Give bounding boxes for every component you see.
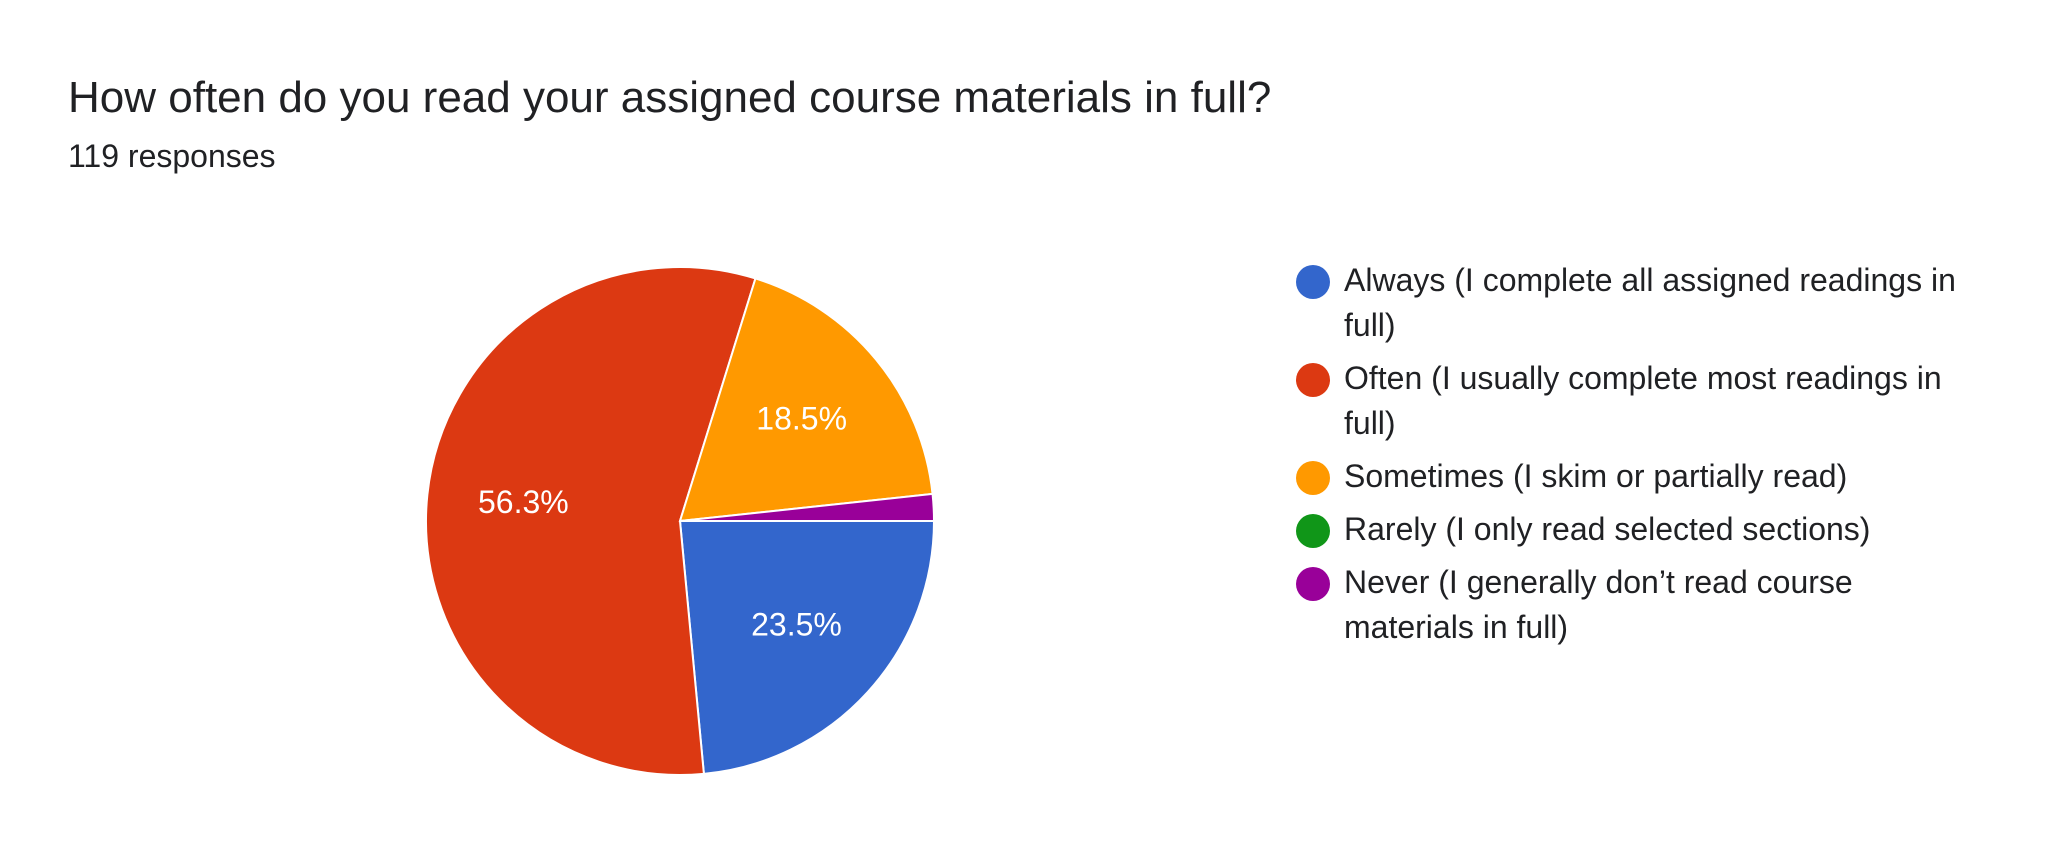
pie-slice-never[interactable] <box>679 492 936 522</box>
legend-swatch-often <box>1296 363 1330 397</box>
slice-label-sometimes: 18.5% <box>756 400 847 436</box>
legend-swatch-always <box>1296 265 1330 299</box>
slice-label-often: 56.3% <box>478 484 569 520</box>
legend-label-often: Often (I usually complete most readings … <box>1344 360 1942 441</box>
legend-swatch-rarely <box>1296 514 1330 548</box>
legend-swatch-sometimes <box>1296 461 1330 495</box>
legend-item-often[interactable]: Often (I usually complete most readings … <box>1296 356 1976 446</box>
pie-slices <box>425 266 936 776</box>
pie-slice-always[interactable] <box>678 520 936 775</box>
response-count: 119 responses <box>68 138 276 174</box>
legend-label-sometimes: Sometimes (I skim or partially read) <box>1344 458 1848 494</box>
legend-item-rarely[interactable]: Rarely (I only read selected sections) <box>1296 507 1976 552</box>
legend-label-always: Always (I complete all assigned readings… <box>1344 262 1956 343</box>
legend-item-always[interactable]: Always (I complete all assigned readings… <box>1296 258 1976 348</box>
legend-swatch-never <box>1296 567 1330 601</box>
slice-label-always: 23.5% <box>751 606 842 642</box>
pie-slice-labels: 23.5% 56.3% 18.5% <box>478 400 847 642</box>
pie-slice-sometimes[interactable] <box>678 277 934 523</box>
legend-item-sometimes[interactable]: Sometimes (I skim or partially read) <box>1296 454 1976 499</box>
legend-label-rarely: Rarely (I only read selected sections) <box>1344 511 1871 547</box>
legend-label-never: Never (I generally don’t read course mat… <box>1344 564 1853 645</box>
legend-item-never[interactable]: Never (I generally don’t read course mat… <box>1296 560 1976 650</box>
chart-legend: Always (I complete all assigned readings… <box>1296 258 1976 658</box>
chart-title: How often do you read your assigned cour… <box>68 73 1272 122</box>
pie-slice-often[interactable] <box>425 266 757 776</box>
